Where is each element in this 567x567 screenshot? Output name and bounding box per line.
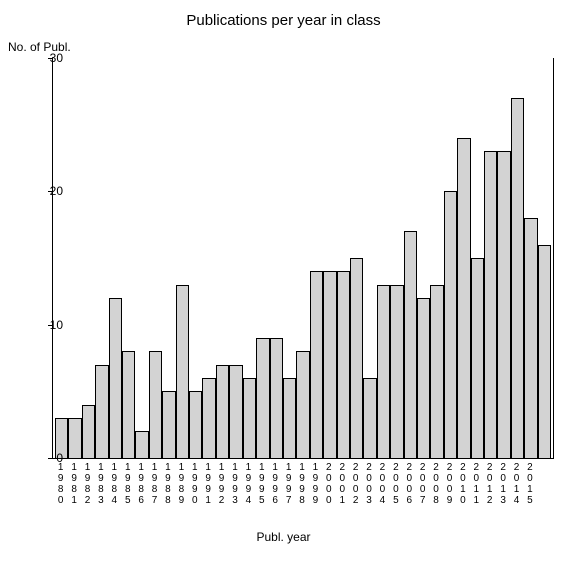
bar (229, 365, 242, 458)
bar (404, 231, 417, 458)
bar (377, 285, 390, 458)
x-tick-label: 2010 (456, 462, 469, 506)
bar (176, 285, 189, 458)
x-tick-label: 1999 (309, 462, 322, 506)
x-axis-label: Publ. year (0, 530, 567, 544)
y-tick-label: 10 (23, 318, 63, 332)
bar (457, 138, 470, 458)
x-tick-label: 1985 (121, 462, 134, 506)
bar (390, 285, 403, 458)
x-tick-label: 1987 (148, 462, 161, 506)
x-tick-label: 1997 (282, 462, 295, 506)
x-tick-label: 2013 (496, 462, 509, 506)
bar (149, 351, 162, 458)
bar (135, 431, 148, 458)
x-tick-label: 1986 (134, 462, 147, 506)
bar (471, 258, 484, 458)
x-tick-label: 2005 (389, 462, 402, 506)
bar (323, 271, 336, 458)
bar (109, 298, 122, 458)
plot-area (52, 58, 554, 459)
x-tick-label: 1981 (67, 462, 80, 506)
bar (256, 338, 269, 458)
x-tick-label: 2006 (403, 462, 416, 506)
x-tick-label: 2014 (510, 462, 523, 506)
x-tick-labels: 1980198119821983198419851986198719881989… (52, 462, 552, 506)
bar (497, 151, 510, 458)
bar (283, 378, 296, 458)
bar (484, 151, 497, 458)
bar (350, 258, 363, 458)
bar (95, 365, 108, 458)
x-tick-label: 2003 (362, 462, 375, 506)
x-tick-label: 2011 (470, 462, 483, 506)
y-tick-label: 30 (23, 51, 63, 65)
x-tick-label: 2000 (322, 462, 335, 506)
bar (82, 405, 95, 458)
bar (122, 351, 135, 458)
bar (216, 365, 229, 458)
chart-container: Publications per year in class No. of Pu… (0, 0, 567, 567)
bar (511, 98, 524, 458)
bar (296, 351, 309, 458)
x-tick-label: 1984 (108, 462, 121, 506)
bar (417, 298, 430, 458)
bar (538, 245, 551, 458)
bar (68, 418, 81, 458)
bar (363, 378, 376, 458)
x-tick-label: 2004 (376, 462, 389, 506)
x-tick-label: 2009 (443, 462, 456, 506)
bar (202, 378, 215, 458)
x-tick-label: 1994 (242, 462, 255, 506)
bar (430, 285, 443, 458)
x-tick-label: 2002 (349, 462, 362, 506)
y-tick-label: 20 (23, 184, 63, 198)
bar (337, 271, 350, 458)
x-tick-label: 1980 (54, 462, 67, 506)
x-tick-label: 1998 (295, 462, 308, 506)
bar (243, 378, 256, 458)
x-tick-label: 1992 (215, 462, 228, 506)
bar (310, 271, 323, 458)
x-tick-label: 1993 (228, 462, 241, 506)
x-tick-label: 1991 (201, 462, 214, 506)
x-tick-label: 2001 (336, 462, 349, 506)
x-tick-label: 1995 (255, 462, 268, 506)
bars-group (53, 58, 553, 458)
x-tick-label: 2008 (429, 462, 442, 506)
x-tick-label: 1983 (94, 462, 107, 506)
x-tick-label: 2012 (483, 462, 496, 506)
chart-title: Publications per year in class (0, 0, 567, 29)
bar (162, 391, 175, 458)
x-tick-label: 1989 (175, 462, 188, 506)
x-tick-label: 1990 (188, 462, 201, 506)
bar (270, 338, 283, 458)
x-tick-label: 2015 (523, 462, 536, 506)
x-tick-label: 1988 (161, 462, 174, 506)
bar (524, 218, 537, 458)
bar (189, 391, 202, 458)
x-tick-label (537, 462, 550, 506)
x-tick-label: 1996 (269, 462, 282, 506)
x-tick-label: 1982 (81, 462, 94, 506)
bar (444, 191, 457, 458)
x-tick-label: 2007 (416, 462, 429, 506)
